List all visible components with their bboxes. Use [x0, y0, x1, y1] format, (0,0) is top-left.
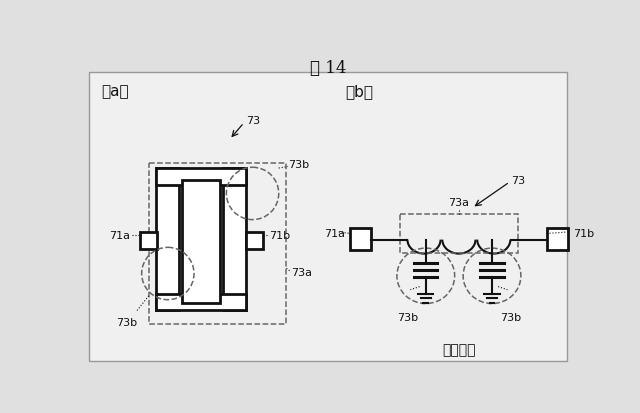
Bar	[156, 169, 179, 311]
Text: （b）: （b）	[345, 84, 373, 99]
Bar	[140, 233, 157, 249]
Text: 図 14: 図 14	[310, 60, 346, 77]
Text: 73b: 73b	[288, 160, 309, 170]
Text: 71a: 71a	[324, 228, 345, 239]
Bar	[156, 169, 246, 185]
Bar	[547, 228, 568, 250]
Bar	[349, 228, 371, 250]
Bar	[149, 163, 287, 325]
Text: （a）: （a）	[101, 84, 129, 99]
Bar	[156, 294, 246, 311]
Text: 71a: 71a	[109, 231, 130, 241]
Text: 71b: 71b	[269, 231, 290, 241]
Text: 73a: 73a	[449, 198, 469, 208]
Text: 73a: 73a	[291, 267, 312, 277]
Text: 73: 73	[511, 175, 525, 185]
Bar	[182, 180, 220, 303]
Text: 73: 73	[246, 116, 260, 126]
Text: 73b: 73b	[500, 312, 521, 322]
Text: 71b: 71b	[573, 228, 594, 239]
Text: 73b: 73b	[116, 317, 137, 327]
Text: 接地電位: 接地電位	[442, 343, 476, 357]
Bar	[399, 215, 518, 253]
Bar	[246, 233, 262, 249]
Bar	[223, 169, 246, 311]
Text: 73b: 73b	[397, 312, 418, 322]
